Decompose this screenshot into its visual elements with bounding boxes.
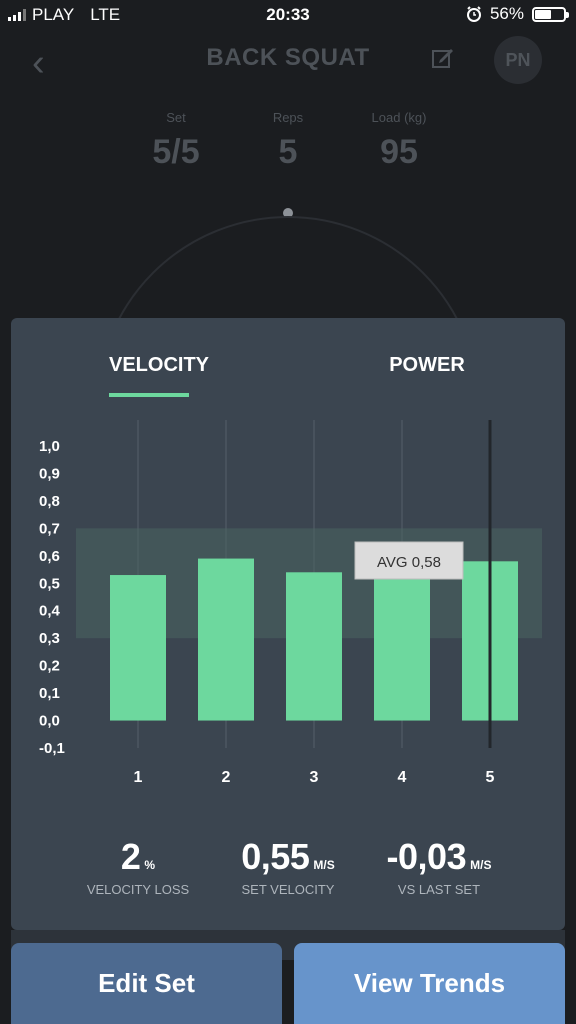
battery-icon [532,6,569,22]
carrier: PLAY [32,5,75,24]
stat-set: Set 5/5 [126,110,226,172]
background-screen: ‹ BACK SQUAT PN Set 5/5 Reps 5 Load (kg)… [0,30,576,600]
back-chevron-icon[interactable]: ‹ [32,42,45,84]
set-velocity-unit: M/S [313,858,335,872]
edit-set-button[interactable]: Edit Set [11,943,282,1024]
x-tick-label: 2 [222,769,231,786]
y-tick-label: 0,9 [39,465,60,482]
vs-last-set-label: VS LAST SET [397,882,481,897]
set-velocity-value: 0,55 [241,836,310,877]
page-indicator-dot [283,208,293,218]
y-tick-label: 1,0 [39,438,60,455]
y-tick-label: 0,3 [39,630,60,647]
stat-value: 5 [278,133,298,171]
vs-last-set-unit: M/S [470,858,492,872]
signal-icon [8,9,26,21]
active-tab-indicator [109,393,189,397]
status-bar: PLAY LTE 20:33 56% [0,0,576,30]
stat-load: Load (kg) 95 [349,110,449,172]
velocity-bar [198,558,254,721]
avg-tooltip-box [354,541,464,580]
y-tick-label: 0,6 [39,548,60,565]
avg-tooltip-label: AVG 0,58 [377,554,441,571]
velocity-loss-stat: 2% VELOCITY LOSS [83,836,193,897]
y-tick-label: 0,5 [39,575,60,592]
alarm-icon [466,6,481,22]
velocity-loss-unit: % [144,858,156,872]
velocity-bar [110,575,166,721]
clock: 20:33 [266,5,310,24]
stat-label: Load (kg) [371,110,427,125]
stat-label: Set [166,110,186,125]
view-trends-button[interactable]: View Trends [294,943,565,1024]
stat-value: 5/5 [152,133,200,171]
edit-icon[interactable] [432,48,454,68]
x-tick-label: 1 [134,769,143,786]
battery-percent: 56% [489,4,524,23]
y-tick-label: -0,1 [39,740,65,757]
x-tick-label: 5 [486,769,495,786]
velocity-bar [374,577,430,721]
y-tick-label: 0,8 [39,493,60,510]
tab-velocity[interactable]: VELOCITY [109,354,210,376]
velocity-loss-label: VELOCITY LOSS [86,882,190,897]
stat-label: Reps [272,110,304,125]
page-title: BACK SQUAT [206,44,370,71]
network-type: LTE [90,5,121,24]
stat-reps: Reps 5 [238,110,338,172]
vs-last-set-value: -0,03 [386,836,467,877]
y-tick-label: 0,7 [39,520,60,537]
x-tick-label: 3 [310,769,319,786]
x-tick-label: 4 [398,769,407,786]
velocity-bar [286,572,342,721]
velocity-bar-chart: 1,0 0,9 0,8 0,7 0,6 0,5 0,4 0,3 0,2 0,1 0,0 -0,1 1 2 3… [39,420,542,786]
tab-power[interactable]: POWER [389,354,465,376]
stat-value: 95 [380,133,418,171]
set-velocity-stat: 0,55 M/S SET VELOCITY [233,836,343,897]
y-tick-label: 0,0 [39,713,60,730]
y-tick-label: 0,4 [39,603,61,620]
velocity-card: VELOCITY POWER 1,0 0,9 0,8 0,7 0,6 0,5 0,4 0,3 0… [11,318,565,930]
vs-last-set-stat: -0,03 M/S VS LAST SET [379,836,499,897]
velocity-loss-value: 2 [120,836,141,877]
y-tick-label: 0,2 [39,658,60,675]
y-tick-label: 0,1 [39,685,60,702]
set-velocity-label: SET VELOCITY [241,882,335,897]
avatar[interactable]: PN [494,36,542,84]
